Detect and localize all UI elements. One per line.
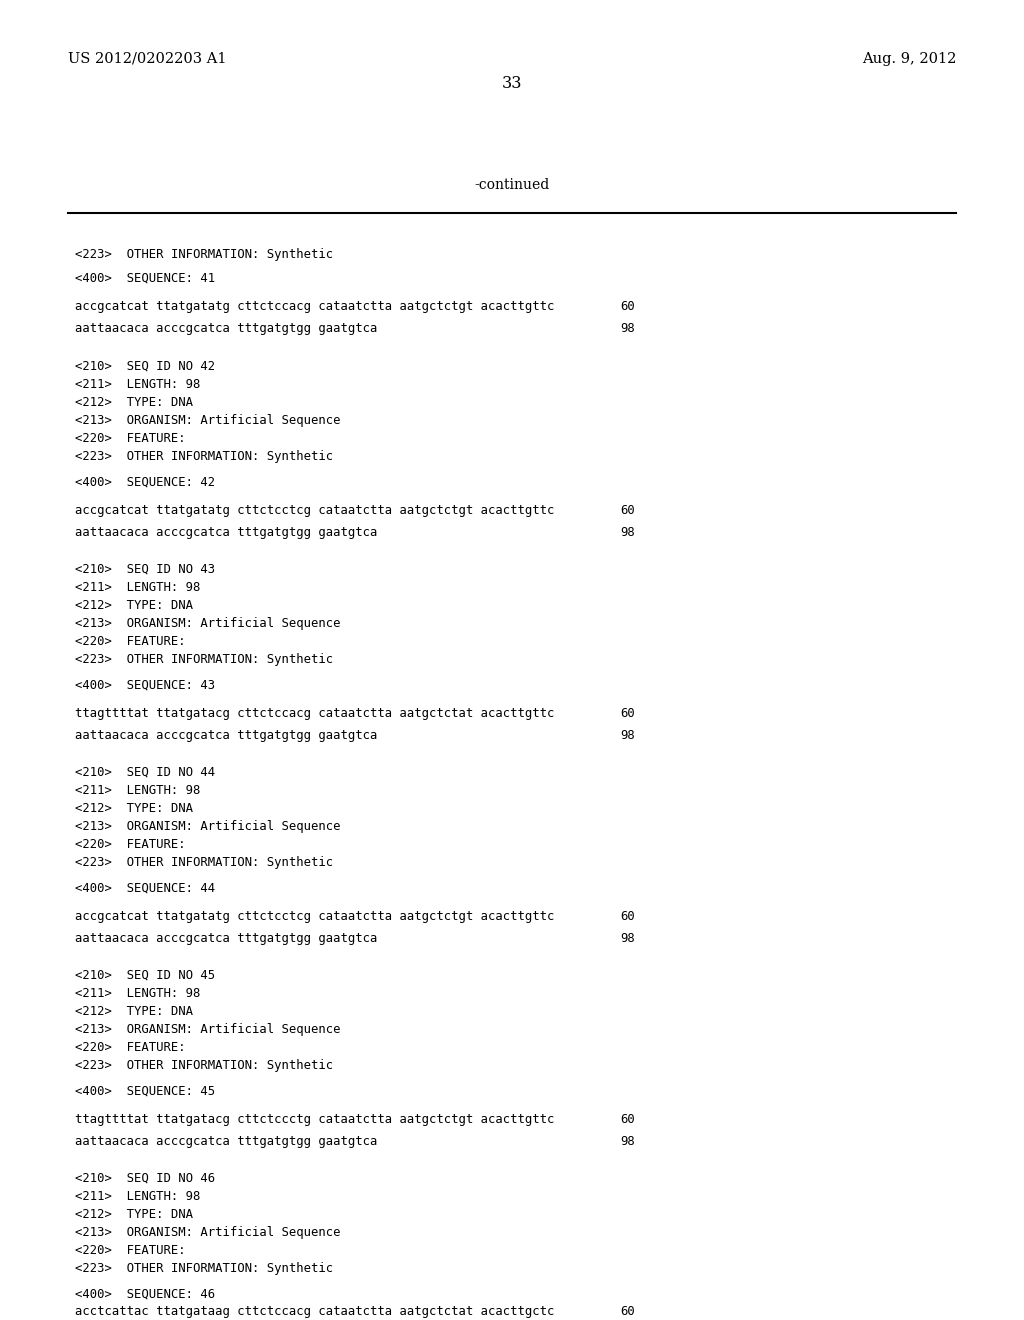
- Text: 60: 60: [620, 300, 635, 313]
- Text: <400>  SEQUENCE: 42: <400> SEQUENCE: 42: [75, 477, 215, 488]
- Text: <400>  SEQUENCE: 45: <400> SEQUENCE: 45: [75, 1085, 215, 1098]
- Text: <212>  TYPE: DNA: <212> TYPE: DNA: [75, 396, 193, 409]
- Text: accgcatcat ttatgatatg cttctcctcg cataatctta aatgctctgt acacttgttc: accgcatcat ttatgatatg cttctcctcg cataatc…: [75, 504, 554, 517]
- Text: <211>  LENGTH: 98: <211> LENGTH: 98: [75, 784, 201, 797]
- Text: <400>  SEQUENCE: 44: <400> SEQUENCE: 44: [75, 882, 215, 895]
- Text: <220>  FEATURE:: <220> FEATURE:: [75, 1243, 185, 1257]
- Text: aattaacaca acccgcatca tttgatgtgg gaatgtca: aattaacaca acccgcatca tttgatgtgg gaatgtc…: [75, 525, 378, 539]
- Text: 60: 60: [620, 1113, 635, 1126]
- Text: 33: 33: [502, 75, 522, 92]
- Text: 98: 98: [620, 932, 635, 945]
- Text: aattaacaca acccgcatca tttgatgtgg gaatgtca: aattaacaca acccgcatca tttgatgtgg gaatgtc…: [75, 932, 378, 945]
- Text: acctcattac ttatgataag cttctccacg cataatctta aatgctctat acacttgctc: acctcattac ttatgataag cttctccacg cataatc…: [75, 1305, 554, 1317]
- Text: US 2012/0202203 A1: US 2012/0202203 A1: [68, 51, 226, 66]
- Text: <220>  FEATURE:: <220> FEATURE:: [75, 635, 185, 648]
- Text: <223>  OTHER INFORMATION: Synthetic: <223> OTHER INFORMATION: Synthetic: [75, 855, 333, 869]
- Text: <400>  SEQUENCE: 46: <400> SEQUENCE: 46: [75, 1288, 215, 1302]
- Text: 98: 98: [620, 322, 635, 335]
- Text: <223>  OTHER INFORMATION: Synthetic: <223> OTHER INFORMATION: Synthetic: [75, 653, 333, 667]
- Text: <213>  ORGANISM: Artificial Sequence: <213> ORGANISM: Artificial Sequence: [75, 1023, 341, 1036]
- Text: 60: 60: [620, 708, 635, 719]
- Text: <211>  LENGTH: 98: <211> LENGTH: 98: [75, 1191, 201, 1203]
- Text: <400>  SEQUENCE: 43: <400> SEQUENCE: 43: [75, 678, 215, 692]
- Text: <220>  FEATURE:: <220> FEATURE:: [75, 432, 185, 445]
- Text: aattaacaca acccgcatca tttgatgtgg gaatgtca: aattaacaca acccgcatca tttgatgtgg gaatgtc…: [75, 322, 378, 335]
- Text: 98: 98: [620, 1135, 635, 1148]
- Text: <212>  TYPE: DNA: <212> TYPE: DNA: [75, 1005, 193, 1018]
- Text: <210>  SEQ ID NO 45: <210> SEQ ID NO 45: [75, 969, 215, 982]
- Text: 98: 98: [620, 525, 635, 539]
- Text: accgcatcat ttatgatatg cttctcctcg cataatctta aatgctctgt acacttgttc: accgcatcat ttatgatatg cttctcctcg cataatc…: [75, 909, 554, 923]
- Text: <220>  FEATURE:: <220> FEATURE:: [75, 838, 185, 851]
- Text: <223>  OTHER INFORMATION: Synthetic: <223> OTHER INFORMATION: Synthetic: [75, 248, 333, 261]
- Text: <212>  TYPE: DNA: <212> TYPE: DNA: [75, 803, 193, 814]
- Text: <211>  LENGTH: 98: <211> LENGTH: 98: [75, 378, 201, 391]
- Text: <213>  ORGANISM: Artificial Sequence: <213> ORGANISM: Artificial Sequence: [75, 414, 341, 426]
- Text: <210>  SEQ ID NO 46: <210> SEQ ID NO 46: [75, 1172, 215, 1185]
- Text: <213>  ORGANISM: Artificial Sequence: <213> ORGANISM: Artificial Sequence: [75, 1226, 341, 1239]
- Text: <223>  OTHER INFORMATION: Synthetic: <223> OTHER INFORMATION: Synthetic: [75, 450, 333, 463]
- Text: accgcatcat ttatgatatg cttctccacg cataatctta aatgctctgt acacttgttc: accgcatcat ttatgatatg cttctccacg cataatc…: [75, 300, 554, 313]
- Text: <220>  FEATURE:: <220> FEATURE:: [75, 1041, 185, 1053]
- Text: ttagttttat ttatgatacg cttctccctg cataatctta aatgctctgt acacttgttc: ttagttttat ttatgatacg cttctccctg cataatc…: [75, 1113, 554, 1126]
- Text: 60: 60: [620, 1305, 635, 1317]
- Text: <223>  OTHER INFORMATION: Synthetic: <223> OTHER INFORMATION: Synthetic: [75, 1262, 333, 1275]
- Text: aattaacaca acccgcatca tttgatgtgg gaatgtca: aattaacaca acccgcatca tttgatgtgg gaatgtc…: [75, 1135, 378, 1148]
- Text: 60: 60: [620, 504, 635, 517]
- Text: Aug. 9, 2012: Aug. 9, 2012: [861, 51, 956, 66]
- Text: <210>  SEQ ID NO 43: <210> SEQ ID NO 43: [75, 564, 215, 576]
- Text: 60: 60: [620, 909, 635, 923]
- Text: <223>  OTHER INFORMATION: Synthetic: <223> OTHER INFORMATION: Synthetic: [75, 1059, 333, 1072]
- Text: <400>  SEQUENCE: 41: <400> SEQUENCE: 41: [75, 272, 215, 285]
- Text: -continued: -continued: [474, 178, 550, 191]
- Text: ttagttttat ttatgatacg cttctccacg cataatctta aatgctctat acacttgttc: ttagttttat ttatgatacg cttctccacg cataatc…: [75, 708, 554, 719]
- Text: <211>  LENGTH: 98: <211> LENGTH: 98: [75, 987, 201, 1001]
- Text: <210>  SEQ ID NO 42: <210> SEQ ID NO 42: [75, 360, 215, 374]
- Text: aattaacaca acccgcatca tttgatgtgg gaatgtca: aattaacaca acccgcatca tttgatgtgg gaatgtc…: [75, 729, 378, 742]
- Text: <210>  SEQ ID NO 44: <210> SEQ ID NO 44: [75, 766, 215, 779]
- Text: 98: 98: [620, 729, 635, 742]
- Text: <212>  TYPE: DNA: <212> TYPE: DNA: [75, 599, 193, 612]
- Text: <212>  TYPE: DNA: <212> TYPE: DNA: [75, 1208, 193, 1221]
- Text: <213>  ORGANISM: Artificial Sequence: <213> ORGANISM: Artificial Sequence: [75, 616, 341, 630]
- Text: <211>  LENGTH: 98: <211> LENGTH: 98: [75, 581, 201, 594]
- Text: <213>  ORGANISM: Artificial Sequence: <213> ORGANISM: Artificial Sequence: [75, 820, 341, 833]
